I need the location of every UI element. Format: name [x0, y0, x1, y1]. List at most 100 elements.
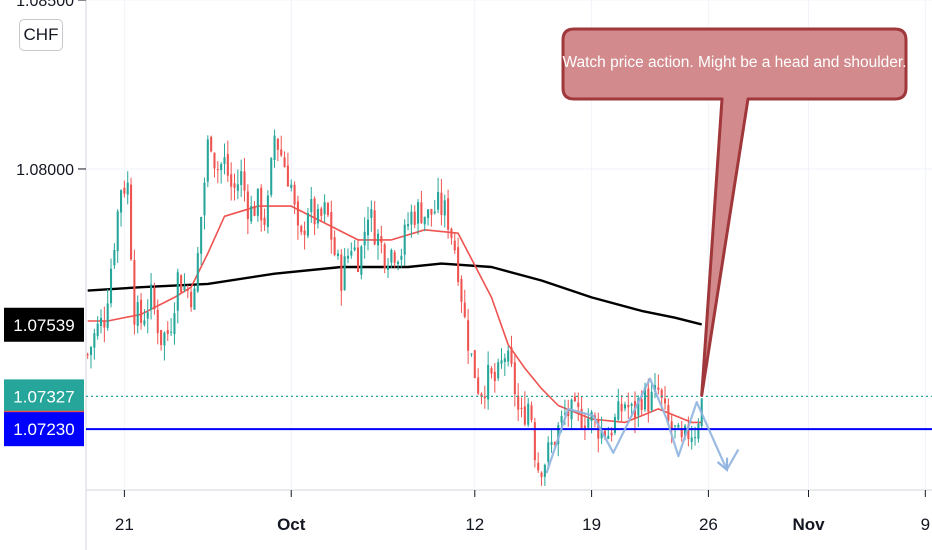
- candle: [190, 288, 193, 312]
- candle-body: [390, 249, 393, 263]
- candle-body: [286, 165, 289, 187]
- candle: [397, 260, 400, 271]
- candle: [350, 242, 353, 259]
- candle-body: [657, 387, 660, 390]
- candle-body: [103, 320, 106, 328]
- candle: [353, 239, 356, 252]
- candle: [250, 195, 253, 224]
- candle: [540, 471, 543, 486]
- price-axis[interactable]: 1.08500 1.08000: [16, 0, 86, 179]
- candle: [326, 201, 329, 218]
- candle: [627, 392, 630, 419]
- candle-body: [473, 350, 476, 378]
- candle: [490, 366, 493, 379]
- candle: [160, 329, 163, 351]
- candle-body: [490, 368, 493, 374]
- candle: [96, 316, 99, 340]
- x-tick-label: Nov: [792, 515, 825, 534]
- candle-body: [346, 255, 350, 259]
- candle: [510, 335, 513, 367]
- candle: [153, 282, 156, 315]
- candle-body: [507, 350, 510, 362]
- candle: [210, 135, 213, 153]
- candle: [136, 295, 139, 334]
- candle: [390, 248, 393, 268]
- candle-body: [203, 182, 206, 216]
- candle: [620, 395, 623, 422]
- candle: [550, 428, 553, 453]
- candle-body: [443, 200, 446, 216]
- candle: [453, 232, 456, 254]
- candle: [166, 321, 169, 341]
- candle-body: [343, 256, 346, 290]
- candle-body: [477, 377, 480, 394]
- candle: [193, 286, 196, 310]
- candle: [223, 143, 226, 175]
- candle-body: [210, 136, 213, 152]
- candle-body: [440, 192, 443, 215]
- candle-body: [410, 211, 413, 225]
- price-badge-bg: [4, 412, 84, 447]
- candle: [583, 413, 586, 441]
- candle-body: [116, 211, 119, 252]
- candle: [170, 318, 173, 336]
- candle: [423, 216, 426, 232]
- candle-body: [316, 208, 319, 224]
- moving-average-line: [87, 262, 702, 326]
- candle: [430, 208, 433, 227]
- candle: [517, 383, 520, 421]
- candle: [233, 173, 236, 201]
- candle: [130, 177, 133, 261]
- candle-body: [190, 291, 193, 308]
- candle-body: [590, 411, 593, 421]
- candle: [373, 200, 376, 246]
- trend-drawing[interactable]: [545, 377, 740, 474]
- candle-body: [350, 251, 353, 256]
- candle: [403, 219, 406, 266]
- candle: [370, 200, 373, 232]
- candle: [663, 386, 667, 410]
- candle-body: [246, 191, 249, 220]
- candle-body: [643, 387, 647, 410]
- callout-shape: [561, 27, 908, 397]
- candle: [89, 345, 93, 369]
- price-badge-bg: [4, 307, 84, 342]
- candle: [343, 248, 346, 291]
- candle-body: [236, 184, 239, 191]
- candle-body: [447, 198, 450, 230]
- candle: [497, 358, 500, 382]
- candle: [236, 169, 239, 200]
- candle-body: [557, 425, 560, 445]
- candle: [273, 129, 276, 168]
- currency-button[interactable]: CHF: [19, 19, 63, 51]
- candle-body: [453, 240, 456, 251]
- candle-body: [273, 135, 276, 161]
- candle-body: [143, 320, 146, 325]
- candle-body: [313, 198, 316, 225]
- candle-body: [196, 253, 199, 292]
- price-badge-label: 1.07327: [13, 387, 74, 406]
- candle: [226, 140, 229, 182]
- candle: [99, 309, 103, 334]
- candle: [230, 162, 233, 201]
- price-badge-label: 1.07230: [13, 420, 74, 439]
- candle-body: [663, 398, 667, 404]
- candle: [213, 152, 216, 178]
- candle-body: [120, 190, 123, 213]
- candle-body: [153, 287, 156, 310]
- candle-body: [99, 317, 103, 326]
- annotation-callout[interactable]: Watch price action. Might be a head and …: [561, 27, 908, 397]
- candlesticks[interactable]: [86, 129, 703, 486]
- candle: [447, 189, 450, 239]
- candle: [410, 204, 413, 238]
- candle-body: [163, 332, 166, 346]
- candle-body: [690, 437, 693, 443]
- candle-body: [567, 410, 570, 417]
- candle-body: [340, 254, 343, 291]
- candle-body: [517, 395, 520, 410]
- candle-body: [660, 389, 663, 398]
- time-axis[interactable]: 21 Oct 12 19 26 Nov 9: [115, 490, 930, 534]
- candle: [513, 353, 516, 407]
- candle-body: [176, 272, 179, 311]
